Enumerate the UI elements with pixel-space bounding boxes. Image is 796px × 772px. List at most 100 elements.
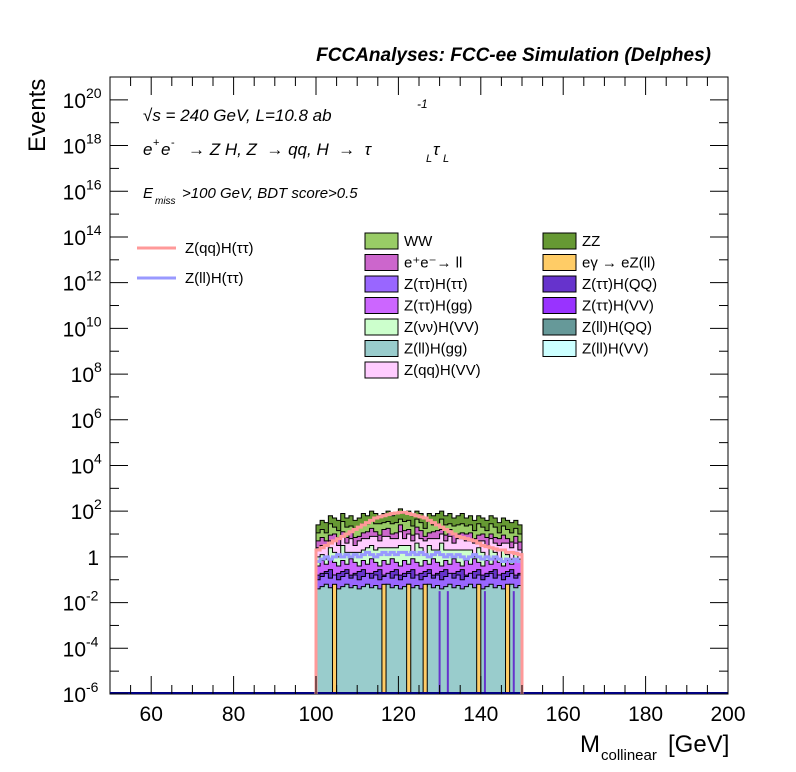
egamma-spike xyxy=(505,583,511,695)
legend-label: Z(qq)H(VV) xyxy=(404,362,481,379)
svg-text:collinear: collinear xyxy=(601,747,657,764)
svg-text:[GeV]: [GeV] xyxy=(668,731,729,758)
legend-swatch xyxy=(542,297,577,314)
svg-text:→ Z H, Z → qq, H → τ: → Z H, Z → qq, H → τ xyxy=(188,140,373,159)
svg-text:L: L xyxy=(443,153,449,165)
y-tick-exponent: 2 xyxy=(94,496,102,512)
y-tick-base: 10 xyxy=(63,181,86,204)
egamma-spike xyxy=(331,583,338,695)
legend-swatch xyxy=(364,361,399,379)
svg-text:E: E xyxy=(143,185,154,202)
x-tick-label: 140 xyxy=(463,703,498,726)
y-axis-title: Events xyxy=(24,79,51,152)
y-tick-exponent: 16 xyxy=(86,176,102,192)
x-tick-label: 160 xyxy=(546,703,581,726)
legend: Z(qq)H(ττ) Z(ll)H(ττ) WW e⁺e⁻→ ll Z(ττ)H(ττ)… xyxy=(137,232,657,379)
x-tick-label: 80 xyxy=(222,703,245,726)
y-tick-exponent: 12 xyxy=(86,268,102,284)
legend-swatch xyxy=(364,340,399,357)
signal-layer xyxy=(314,510,524,694)
histogram-layer xyxy=(110,508,728,695)
cut-annotation: E miss >100 GeV, BDT score>0.5 xyxy=(143,185,358,207)
svg-text:√s = 240 GeV, L=10.8 ab: √s = 240 GeV, L=10.8 ab xyxy=(143,106,332,125)
legend-label: e⁺e⁻→ ll xyxy=(404,255,462,272)
legend-label: Z(ll)H(VV) xyxy=(582,341,649,358)
y-tick-label: 10 18 xyxy=(63,131,102,159)
y-tick-label: 10 8 xyxy=(71,359,102,387)
y-tick-exponent: -2 xyxy=(86,588,99,604)
egamma-spike xyxy=(476,583,482,695)
stack-zll-hgg-area xyxy=(315,583,523,695)
y-tick-base: 10 xyxy=(63,638,86,661)
y-tick-label: 10 20 xyxy=(63,85,102,113)
legend-swatch xyxy=(542,275,577,293)
legend-swatch xyxy=(364,297,399,314)
y-tick-base: 10 xyxy=(63,136,86,159)
y-tick-label: 10 12 xyxy=(63,268,102,296)
y-tick-label: 10 -4 xyxy=(63,633,99,661)
legend-label: Z(ll)H(gg) xyxy=(404,341,467,358)
svg-text:e: e xyxy=(143,140,152,159)
svg-text:-1: -1 xyxy=(417,97,428,111)
y-tick-base: 1 xyxy=(87,547,99,570)
legend-label: Z(ττ)H(ττ) xyxy=(404,276,468,293)
legend-swatch xyxy=(364,275,399,293)
chart-title: FCCAnalyses: FCC-ee Simulation (Delphes) xyxy=(316,45,711,66)
y-tick-base: 10 xyxy=(63,684,86,707)
y-tick-exponent: 6 xyxy=(94,405,102,421)
y-tick-exponent: 14 xyxy=(86,222,102,238)
x-tick-label: 120 xyxy=(381,703,416,726)
y-tick-base: 10 xyxy=(63,593,86,616)
svg-text:+: + xyxy=(153,137,159,149)
y-tick-label: 10 10 xyxy=(63,313,102,341)
y-tick-base: 10 xyxy=(63,273,86,296)
legend-label: Z(νν)H(VV) xyxy=(404,319,479,336)
y-tick-exponent: 10 xyxy=(86,313,102,329)
svg-text:miss: miss xyxy=(155,196,176,207)
svg-text:M: M xyxy=(580,731,600,758)
y-tick-label: 10 14 xyxy=(63,222,102,250)
x-tick-label: 180 xyxy=(628,703,663,726)
process-annotation: e + e - → Z H, Z → qq, H → τ L τ L xyxy=(143,137,449,165)
y-tick-label: 10 -2 xyxy=(63,588,99,616)
legend-label: Z(ττ)H(QQ) xyxy=(582,276,657,293)
y-tick-base: 10 xyxy=(71,364,94,387)
svg-text:>100 GeV, BDT score>0.5: >100 GeV, BDT score>0.5 xyxy=(182,185,358,202)
y-tick-base: 10 xyxy=(63,227,86,250)
legend-swatch xyxy=(364,318,399,336)
legend-label: ZZ xyxy=(582,233,600,250)
y-tick-label: 1 xyxy=(87,547,99,570)
y-tick-exponent: -4 xyxy=(86,633,99,649)
svg-text:-: - xyxy=(171,137,175,149)
signal-zll-htt-line xyxy=(314,550,524,694)
y-tick-exponent: 18 xyxy=(86,131,102,147)
y-tick-base: 10 xyxy=(63,318,86,341)
y-tick-label: 10 -6 xyxy=(63,679,99,707)
y-tick-base: 10 xyxy=(63,90,86,113)
y-tick-base: 10 xyxy=(71,455,94,478)
x-tick-label: 60 xyxy=(140,703,163,726)
legend-signal-label: Z(qq)H(ττ) xyxy=(185,240,254,257)
legend-label: eγ → eZ(ll) xyxy=(582,255,655,272)
legend-label: WW xyxy=(404,233,433,250)
legend-label: Z(ττ)H(gg) xyxy=(404,298,473,315)
y-tick-label: 10 4 xyxy=(71,450,102,478)
legend-swatch xyxy=(542,232,577,250)
legend-label: Z(ττ)H(VV) xyxy=(582,298,654,315)
legend-label: Z(ll)H(QQ) xyxy=(582,319,652,336)
y-tick-exponent: 8 xyxy=(94,359,102,375)
y-tick-exponent: 4 xyxy=(94,450,102,466)
svg-text:L: L xyxy=(426,153,432,165)
legend-signal-label: Z(ll)H(ττ) xyxy=(185,270,244,287)
signal-zqq-htt-line xyxy=(314,510,524,694)
y-tick-exponent: 20 xyxy=(86,85,102,101)
y-tick-label: 10 2 xyxy=(71,496,102,524)
x-tick-label: 200 xyxy=(710,703,745,726)
egamma-spike xyxy=(422,583,428,695)
y-tick-base: 10 xyxy=(71,410,94,433)
legend-swatch xyxy=(542,254,577,271)
svg-text:τ: τ xyxy=(433,140,441,159)
energy-annotation: √s = 240 GeV, L=10.8 ab -1 xyxy=(143,97,428,125)
